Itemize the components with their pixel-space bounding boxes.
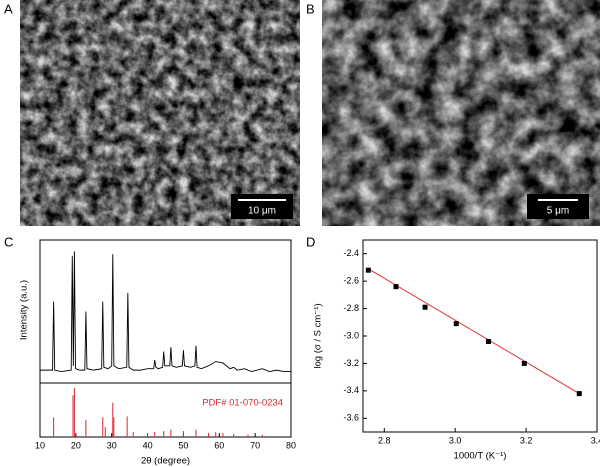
x-tick-label: 40 [143, 440, 153, 450]
y-tick-label: -3.4 [343, 385, 359, 395]
panel-label: D [306, 234, 315, 249]
y-tick-label: -3.2 [343, 358, 359, 368]
y-tick-label: -2.6 [343, 276, 359, 286]
scale-bar-label: 10 μm [248, 206, 276, 217]
x-tick-label: 50 [178, 440, 188, 450]
xrd-line [40, 251, 291, 373]
plot-frame [39, 239, 292, 384]
y-axis-label: Intensity (a.u.) [19, 280, 30, 340]
x-tick-label: 2.8 [378, 435, 391, 445]
x-tick-label: 80 [286, 440, 296, 450]
panel-label: A [4, 1, 13, 16]
x-tick-label: 30 [107, 440, 117, 450]
y-tick-label: -3.0 [343, 330, 359, 340]
x-tick-label: 3.4 [591, 435, 600, 445]
annotation: PDF# 01-070-0234 [202, 398, 283, 409]
y-axis-label: log (σ / S cm⁻¹) [313, 303, 324, 368]
data-point [521, 360, 527, 366]
x-axis-label: 2θ (degree) [141, 456, 190, 467]
x-tick-label: 3.2 [520, 435, 533, 445]
y-tick-label: -2.4 [343, 248, 359, 258]
panel-label: B [306, 1, 315, 16]
scale-bar-box [231, 194, 293, 219]
x-tick-label: 3.0 [449, 435, 462, 445]
x-tick-label: 60 [214, 440, 224, 450]
fit-line [368, 268, 580, 395]
plot-frame [362, 239, 598, 433]
scale-bar-label: 5 μm [547, 206, 569, 217]
data-point [393, 284, 399, 290]
x-tick-label: 20 [71, 440, 81, 450]
data-point [422, 304, 428, 310]
sem-texture-a [20, 0, 300, 226]
sem-texture-b [322, 0, 600, 226]
data-point [576, 391, 582, 397]
x-axis-label: 1000/T (K⁻¹) [454, 451, 507, 462]
y-tick-label: -3.6 [343, 413, 359, 423]
x-tick-label: 70 [250, 440, 260, 450]
x-tick-label: 10 [35, 440, 45, 450]
plot-frame [39, 382, 292, 438]
panel-label: C [4, 234, 13, 249]
data-point [453, 321, 459, 327]
data-point [486, 338, 492, 344]
data-point [365, 267, 371, 273]
y-tick-label: -2.8 [343, 303, 359, 313]
scale-bar-box [527, 194, 589, 219]
